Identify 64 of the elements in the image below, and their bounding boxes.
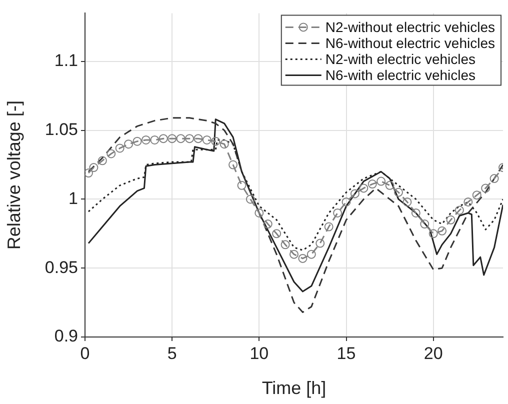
point: [359, 184, 368, 193]
y-tick-label: 1.1: [54, 51, 78, 70]
point: [324, 222, 334, 232]
point: [290, 250, 298, 259]
point: [350, 189, 360, 198]
x-axis-title: Time [h]: [262, 378, 326, 398]
point: [306, 250, 316, 259]
x-tick-label: 15: [336, 344, 356, 363]
point: [402, 197, 412, 206]
x-tick-label: 20: [424, 344, 443, 363]
point: [150, 135, 160, 144]
point: [298, 254, 308, 263]
point: [132, 136, 142, 146]
point: [411, 208, 420, 218]
y-tick-label: 0.95: [44, 258, 78, 277]
point: [272, 229, 282, 238]
point: [220, 140, 229, 149]
point: [376, 176, 386, 186]
point: [237, 180, 246, 190]
point: [316, 238, 325, 248]
point: [280, 240, 290, 250]
y-tick-label: 1: [68, 188, 78, 208]
legend-label: N2-without electric vehicles: [325, 19, 496, 36]
point: [490, 174, 499, 184]
point: [158, 134, 168, 144]
point: [420, 220, 430, 229]
legend-label: N2-with electric vehicles: [325, 51, 476, 68]
point: [342, 197, 351, 206]
point: [185, 134, 194, 144]
point: [194, 134, 203, 144]
legend-label: N6-without electric vehicles: [325, 35, 496, 52]
point: [211, 136, 220, 146]
point: [202, 135, 212, 144]
point: [246, 194, 255, 204]
x-tick-label: 5: [167, 344, 177, 363]
y-tick-label: 0.9: [54, 326, 78, 346]
y-axis-title: Relative voltage [-]: [4, 100, 24, 250]
point: [254, 208, 264, 218]
point: [454, 206, 464, 215]
point: [368, 180, 377, 189]
point: [394, 188, 403, 197]
y-tick-label: 1.05: [44, 120, 78, 140]
x-tick-label: 10: [250, 344, 269, 363]
point: [85, 168, 93, 178]
point: [168, 134, 177, 144]
point: [98, 156, 107, 166]
point: [263, 220, 272, 229]
point: [124, 140, 134, 149]
point: [428, 229, 438, 238]
point: [141, 135, 150, 144]
point: [115, 144, 124, 153]
point: [385, 180, 394, 190]
point: [446, 215, 456, 224]
point: [176, 134, 186, 144]
point: [89, 163, 98, 172]
point: [481, 184, 490, 193]
point: [438, 226, 447, 236]
point: [333, 208, 342, 218]
legend-label: N6-with electric vehicles: [325, 67, 476, 84]
point: [106, 149, 116, 158]
point: [472, 190, 482, 200]
point: [464, 197, 473, 206]
x-tick-label: 0: [80, 344, 90, 363]
point: [228, 160, 238, 170]
